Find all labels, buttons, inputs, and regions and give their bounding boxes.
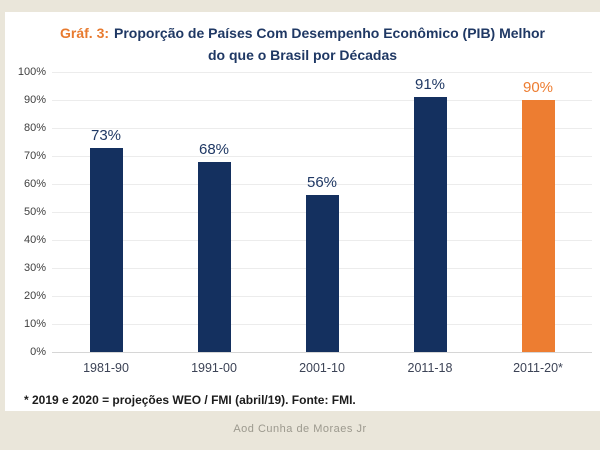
bar [521, 100, 555, 352]
y-tick-label: 100% [17, 66, 46, 78]
x-axis: 1981-90 1991-00 2001-10 2011-18 2011-20* [52, 361, 592, 375]
x-category-label: 2011-18 [407, 361, 453, 375]
y-tick-label: 60% [23, 178, 46, 190]
gridline [52, 72, 592, 73]
y-axis: 100% 90% 80% 70% 60% 50% 40% 30% 20% 10% 0% [5, 66, 46, 358]
y-tick-label: 20% [23, 290, 46, 302]
bar [89, 147, 123, 352]
footer-credit: Aod Cunha de Moraes Jr [233, 423, 367, 435]
chart-panel: Gráf. 3: Proporção de Países Com Desempen… [5, 12, 600, 411]
x-axis-baseline [52, 352, 592, 353]
y-tick-label: 30% [23, 262, 46, 274]
bar-value-label: 73% [90, 126, 122, 144]
chart-title-text: Proporção de Países Com Desempenho Econô… [114, 25, 545, 41]
chart-title: Gráf. 3: Proporção de Países Com Desempen… [5, 22, 600, 66]
plot-area: 73% 68% 56% 91% 90% [52, 72, 592, 353]
bar-slot: 68% [160, 72, 268, 352]
bar-series: 73% 68% 56% 91% 90% [52, 72, 592, 352]
gridline [52, 100, 592, 101]
gridline [52, 128, 592, 129]
bar-value-label: 68% [198, 140, 230, 158]
x-category-label: 1981-90 [83, 361, 129, 375]
bar-slot: 90% [484, 72, 592, 352]
bar-slot: 91% [376, 72, 484, 352]
y-tick-label: 80% [23, 122, 46, 134]
gridline [52, 184, 592, 185]
y-tick-label: 0% [30, 346, 46, 358]
chart-title-line2: do que o Brasil por Décadas [207, 47, 398, 63]
footnote: * 2019 e 2020 = projeções WEO / FMI (abr… [24, 393, 356, 407]
y-tick-label: 40% [23, 234, 46, 246]
bar-value-label: 56% [306, 174, 338, 192]
bar [197, 161, 231, 352]
bar-slot: 56% [268, 72, 376, 352]
bar-value-label: 91% [414, 76, 446, 94]
y-tick-label: 50% [23, 206, 46, 218]
bar-value-label: 90% [522, 79, 554, 96]
x-category-label: 1991-00 [191, 361, 237, 375]
bar-slot: 73% [52, 72, 160, 352]
chart-title-prefix: Gráf. 3: [60, 25, 110, 41]
bar [413, 97, 447, 352]
chart-title-line1: Gráf. 3: Proporção de Países Com Desempen… [5, 22, 600, 44]
y-tick-label: 10% [23, 318, 46, 330]
y-tick-label: 90% [23, 94, 46, 106]
x-category-label: 2001-10 [299, 361, 345, 375]
x-category-label: 2011-20* [513, 361, 563, 375]
bar [305, 195, 339, 352]
y-tick-label: 70% [23, 150, 46, 162]
gridline [52, 156, 592, 157]
